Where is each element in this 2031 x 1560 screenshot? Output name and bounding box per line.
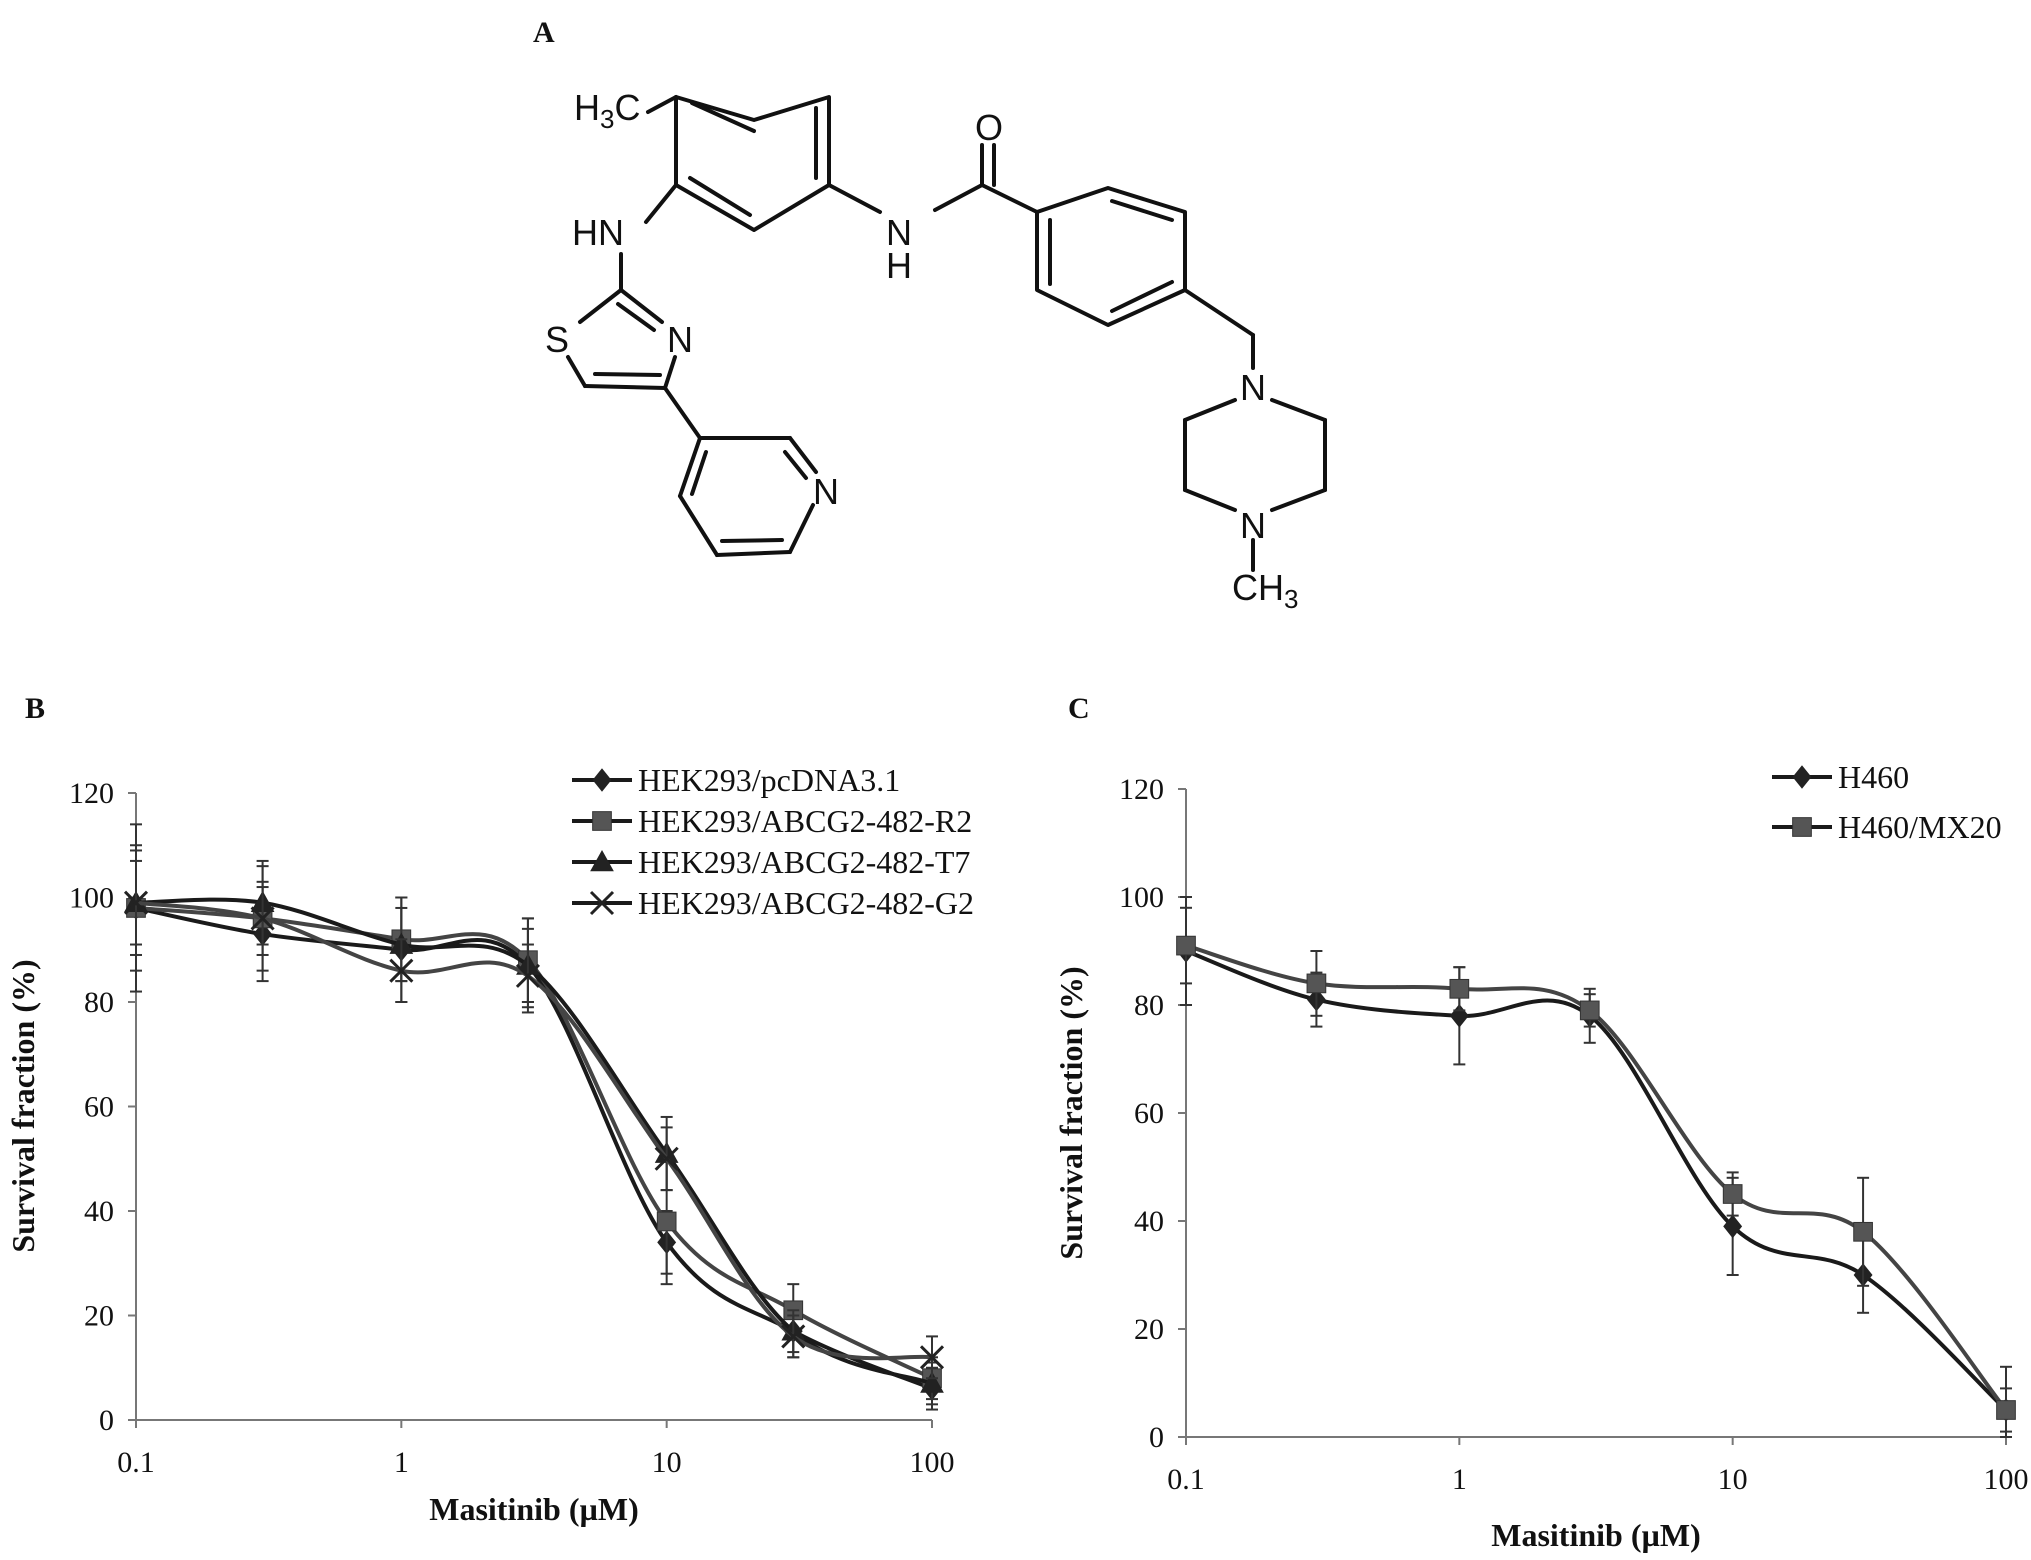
y-tick-label: 80: [1134, 989, 1164, 1022]
ch3-label: CH3: [1232, 567, 1298, 614]
x-tick-label: 100: [1984, 1463, 2029, 1496]
legend-marker: [1792, 817, 1812, 837]
pyridine-ring: [678, 436, 818, 557]
data-point-marker: [1579, 1000, 1600, 1021]
chart-panel-b: 0 20 40 60 80 100 120 0.1 1 10 100 Masitinib (µM) Su…: [5, 762, 974, 1527]
x-tick-label: 1: [1452, 1463, 1467, 1496]
y-tick-label: 40: [84, 1195, 114, 1228]
n-piperazine-bottom-label: N: [1240, 505, 1266, 546]
y-tick-label: 120: [69, 777, 114, 810]
series-H460: [1176, 896, 2016, 1438]
x-tick-label: 0.1: [117, 1446, 155, 1479]
series-H460/MX20: [1176, 906, 2016, 1433]
legend-marker: [1792, 765, 1812, 789]
legend-item: HEK293/ABCG2-482-R2: [572, 803, 972, 839]
y-tick-label: 80: [84, 986, 114, 1019]
legend-item: H460/MX20: [1772, 809, 2002, 845]
legend-marker: [592, 768, 612, 792]
panel-label-a: A: [533, 16, 555, 49]
series-HEK293/ABCG2-482-G2: [123, 859, 945, 1380]
data-point-marker: [250, 906, 275, 931]
legend-item: HEK293/ABCG2-482-T7: [572, 844, 970, 880]
s-atom-label: S: [545, 319, 569, 360]
legend-marker: [592, 811, 612, 831]
data-point-marker: [1853, 1221, 1873, 1242]
data-point-marker: [656, 1211, 677, 1232]
y-tick-label: 60: [1134, 1097, 1164, 1130]
data-point-marker: [1723, 1214, 1743, 1239]
panel-label-c: C: [1068, 692, 1090, 725]
data-point-marker: [1449, 978, 1470, 999]
data-point-marker: [123, 890, 149, 915]
legend-label: H460/MX20: [1838, 809, 2002, 845]
y-tick-label: 100: [69, 882, 114, 915]
x-tick-label: 10: [1718, 1463, 1748, 1496]
legend-label: HEK293/ABCG2-482-G2: [638, 885, 974, 921]
central-benzene-ring: [674, 95, 831, 232]
legend-item: HEK293/pcDNA3.1: [572, 762, 900, 798]
y-tick-label: 120: [1119, 773, 1164, 806]
series-HEK293/ABCG2-482-R2: [126, 844, 942, 1401]
y-tick-label: 40: [1134, 1205, 1164, 1238]
structure-atom-labels: H3C HN S N N N H O N N CH3: [545, 87, 1298, 614]
o-atom-label: O: [975, 107, 1003, 148]
panel-label-b: B: [25, 692, 45, 725]
masitinib-structure: [566, 95, 1327, 572]
data-point-marker: [389, 958, 414, 983]
x-tick-label: 1: [394, 1446, 409, 1479]
n-thiazole-label: N: [667, 319, 693, 360]
legend-label: HEK293/ABCG2-482-R2: [638, 803, 972, 839]
nh-amide-h-label: H: [886, 245, 912, 286]
legend-item: H460: [1772, 759, 1909, 795]
legend-label: H460: [1838, 759, 1909, 795]
data-point-marker: [654, 1146, 679, 1171]
y-tick-label: 20: [84, 1300, 114, 1333]
y-axis-title: Survival fraction (%): [1053, 966, 1089, 1259]
x-tick-label: 100: [910, 1446, 955, 1479]
n-pyridine-label: N: [813, 471, 839, 512]
piperazine-ring: [1183, 398, 1327, 512]
hn-label: HN: [572, 212, 624, 253]
legend-label: HEK293/ABCG2-482-T7: [638, 844, 970, 880]
data-point-marker: [781, 1324, 806, 1349]
y-tick-label: 20: [1134, 1313, 1164, 1346]
legend-marker: [590, 849, 614, 872]
nh-amide-label: N: [886, 212, 912, 253]
h3c-label: H3C: [574, 87, 640, 134]
x-tick-label: 10: [652, 1446, 682, 1479]
y-tick-label: 0: [99, 1404, 114, 1437]
data-point-marker: [1306, 973, 1327, 994]
y-tick-label: 100: [1119, 881, 1164, 914]
data-point-marker: [515, 963, 540, 988]
data-point-marker: [920, 1371, 944, 1393]
y-axis-title: Survival fraction (%): [5, 959, 41, 1252]
n-piperazine-top-label: N: [1240, 367, 1266, 408]
data-point-marker: [1996, 1400, 2016, 1420]
second-benzene-ring: [1035, 186, 1187, 327]
x-axis-title: Masitinib (µM): [429, 1491, 639, 1527]
legend-label: HEK293/pcDNA3.1: [638, 762, 900, 798]
data-point-marker: [1722, 1184, 1743, 1204]
data-point-marker: [919, 1345, 945, 1370]
x-axis-title: Masitinib (µM): [1491, 1517, 1701, 1553]
x-tick-label: 0.1: [1167, 1463, 1205, 1496]
legend-item: HEK293/ABCG2-482-G2: [572, 885, 974, 921]
y-tick-label: 60: [84, 1091, 114, 1124]
y-tick-label: 0: [1149, 1421, 1164, 1454]
chart-panel-c: 0 20 40 60 80 100 120 0.1 1 10 100 Masitinib (µM) Su…: [1053, 759, 2029, 1553]
data-point-marker: [1176, 935, 1196, 956]
thiazole-ring: [566, 288, 677, 390]
legend-marker: [589, 890, 615, 916]
